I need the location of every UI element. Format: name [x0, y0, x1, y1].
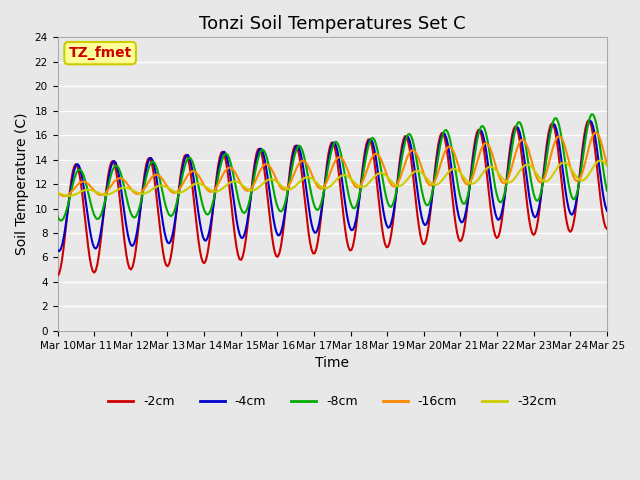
-2cm: [236, 256, 243, 262]
-4cm: [296, 146, 303, 152]
-4cm: [55, 248, 63, 254]
-8cm: [122, 194, 130, 200]
-2cm: [585, 117, 593, 123]
-32cm: [574, 175, 582, 181]
-4cm: [574, 188, 582, 194]
-2cm: [121, 241, 129, 247]
Line: -16cm: -16cm: [58, 132, 607, 196]
-16cm: [296, 160, 303, 166]
Line: -4cm: -4cm: [58, 120, 607, 251]
-32cm: [597, 157, 605, 163]
-32cm: [65, 193, 72, 199]
Y-axis label: Soil Temperature (C): Soil Temperature (C): [15, 113, 29, 255]
Text: TZ_fmet: TZ_fmet: [68, 46, 132, 60]
-16cm: [574, 178, 582, 184]
-8cm: [246, 194, 254, 200]
-2cm: [245, 211, 253, 216]
-16cm: [246, 187, 254, 192]
-2cm: [54, 273, 61, 279]
-4cm: [122, 224, 130, 229]
-4cm: [54, 247, 61, 253]
-4cm: [246, 198, 254, 204]
-2cm: [603, 226, 611, 231]
-8cm: [54, 214, 61, 219]
-8cm: [588, 111, 595, 117]
-8cm: [296, 143, 303, 149]
-32cm: [54, 190, 61, 196]
-16cm: [60, 193, 67, 199]
-16cm: [237, 181, 245, 187]
-4cm: [603, 208, 611, 214]
-16cm: [603, 162, 611, 168]
-8cm: [57, 218, 65, 224]
-8cm: [237, 206, 245, 212]
-4cm: [237, 235, 245, 240]
-4cm: [586, 118, 594, 123]
Legend: -2cm, -4cm, -8cm, -16cm, -32cm: -2cm, -4cm, -8cm, -16cm, -32cm: [103, 390, 561, 413]
-32cm: [219, 185, 227, 191]
-32cm: [246, 187, 254, 193]
-16cm: [122, 180, 130, 186]
Line: -8cm: -8cm: [58, 114, 607, 221]
-2cm: [294, 146, 301, 152]
-2cm: [573, 202, 580, 207]
-16cm: [54, 190, 61, 195]
Title: Tonzi Soil Temperatures Set C: Tonzi Soil Temperatures Set C: [199, 15, 465, 33]
-16cm: [593, 130, 600, 135]
-32cm: [296, 179, 303, 185]
-16cm: [219, 172, 227, 178]
-8cm: [603, 188, 611, 193]
-32cm: [603, 163, 611, 168]
-2cm: [218, 150, 225, 156]
X-axis label: Time: Time: [316, 356, 349, 370]
-8cm: [219, 155, 227, 161]
-8cm: [574, 187, 582, 192]
Line: -32cm: -32cm: [58, 160, 607, 196]
-4cm: [219, 149, 227, 155]
Line: -2cm: -2cm: [58, 120, 607, 276]
-32cm: [122, 185, 130, 191]
-32cm: [237, 181, 245, 187]
